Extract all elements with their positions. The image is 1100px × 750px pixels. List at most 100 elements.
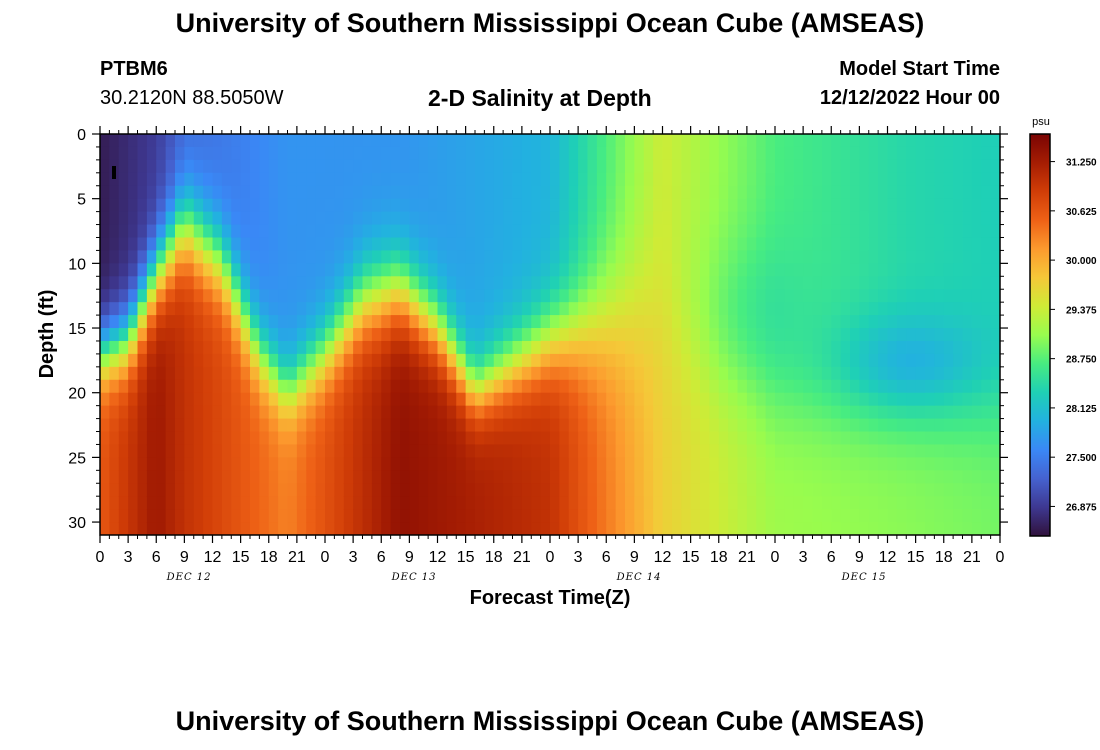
heatmap-cell [737,496,748,510]
heatmap-cell [531,250,542,264]
heatmap-cell [484,185,495,200]
heatmap-cell [371,444,382,458]
heatmap-cell [193,211,204,226]
heatmap-cell [193,444,204,458]
y-tick-label: 20 [68,386,86,403]
heatmap-cell [615,379,626,394]
heatmap-cell [531,211,542,226]
heatmap-cell [643,522,654,535]
heatmap-cell [353,366,364,381]
heatmap-cell [850,444,860,458]
heatmap-cell [803,392,814,407]
heatmap-cell [240,483,251,497]
heatmap-cell [971,418,982,433]
heatmap-cell [915,509,926,523]
heatmap-cell [118,289,129,303]
heatmap-cell [812,457,823,471]
heatmap-cell [503,509,514,523]
heatmap-cell [550,289,560,303]
heatmap-cell [653,392,664,407]
heatmap-cell [203,392,214,407]
heatmap-cell [943,146,954,161]
heatmap-cell [465,496,476,510]
heatmap-cell [915,224,926,239]
heatmap-cell [343,470,354,484]
heatmap-cell [334,263,345,277]
heatmap-cell [625,250,635,264]
heatmap-cell [353,457,364,471]
heatmap-cell [812,276,823,290]
heatmap-cell [737,379,748,394]
heatmap-cell [315,340,326,355]
heatmap-cell [606,444,617,458]
heatmap-cell [362,276,373,290]
heatmap-cell [915,470,926,484]
heatmap-cell [268,134,279,148]
heatmap-cell [775,470,785,484]
heatmap-cell [231,483,242,497]
heatmap-cell [962,276,973,290]
heatmap-cell [381,418,392,433]
heatmap-cell [953,159,964,174]
heatmap-cell [765,146,776,161]
heatmap-cell [568,522,579,535]
heatmap-cell [831,379,842,394]
heatmap-cell [128,431,139,446]
heatmap-cell [962,289,973,303]
heatmap-cell [737,444,748,458]
heatmap-cell [746,172,757,187]
heatmap-cell [409,315,420,329]
heatmap-cell [343,276,354,290]
heatmap-cell [156,457,167,471]
heatmap-cell [315,211,326,226]
heatmap-cell [512,379,523,394]
heatmap-cell [268,250,279,264]
heatmap-cell [709,134,720,148]
heatmap-cell [643,418,654,433]
heatmap-cell [812,198,823,213]
heatmap-cell [587,340,598,355]
heatmap-cell [456,328,467,342]
heatmap-cell [325,315,335,329]
heatmap-cell [231,159,242,174]
x-tick-label: 15 [682,549,700,566]
heatmap-cell [981,340,992,355]
heatmap-cell [175,340,185,355]
heatmap-cell [606,431,617,446]
heatmap-cell [175,509,185,523]
heatmap-cell [128,405,139,420]
heatmap-cell [540,250,551,264]
heatmap-cell [756,328,767,342]
heatmap-cell [240,431,251,446]
heatmap-cell [831,522,842,535]
heatmap-cell [315,198,326,213]
heatmap-cell [803,483,814,497]
heatmap-cell [596,250,607,264]
heatmap-cell [475,328,485,342]
heatmap-cell [718,379,729,394]
heatmap-cell [146,146,157,161]
heatmap-cell [109,418,120,433]
heatmap-cell [250,250,260,264]
heatmap-cell [728,483,739,497]
heatmap-cell [868,198,879,213]
heatmap-cell [971,250,982,264]
heatmap-cell [428,340,439,355]
heatmap-cell [812,379,823,394]
heatmap-cell [334,379,345,394]
heatmap-cell [212,496,223,510]
heatmap-cell [803,159,814,174]
heatmap-cell [493,431,504,446]
heatmap-cell [943,418,954,433]
heatmap-cell [193,392,204,407]
heatmap-cell [540,134,551,148]
heatmap-cell [493,224,504,239]
heatmap-cell [934,457,945,471]
heatmap-cell [831,405,842,420]
heatmap-cell [915,289,926,303]
heatmap-cell [446,250,457,264]
heatmap-cell [493,444,504,458]
heatmap-cell [390,263,401,277]
heatmap-cell [821,405,832,420]
heatmap-cell [821,509,832,523]
